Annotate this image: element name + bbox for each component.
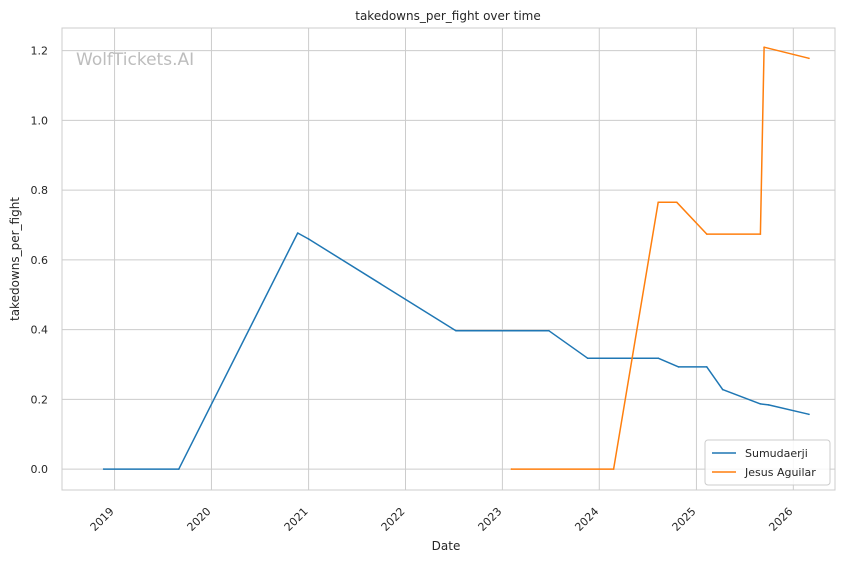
y-tick-label: 0.0: [31, 463, 49, 476]
x-axis-label: Date: [432, 539, 461, 553]
data-point-jesus-aguilar: [705, 233, 708, 235]
x-tick-label: 2021: [282, 505, 311, 534]
legend: Sumudaerji Jesus Aguilar: [704, 439, 831, 486]
y-tick-label: 0.4: [31, 324, 49, 337]
y-tick-label: 1.0: [31, 114, 49, 127]
data-point-jesus-aguilar: [612, 468, 615, 470]
plot-border: [61, 27, 836, 491]
data-point-jesus-aguilar: [657, 201, 660, 204]
y-tick-label: 0.6: [31, 254, 49, 267]
legend-label-sumudaerji: Sumudaerji: [745, 447, 808, 460]
x-tick-label: 2020: [185, 505, 214, 534]
series-layer: [102, 46, 810, 470]
watermark-text: WolfTickets.AI: [76, 50, 194, 70]
plot-area: [62, 28, 835, 490]
data-point-jesus-aguilar: [763, 46, 765, 48]
data-point-sumudaerji: [677, 366, 680, 368]
y-tick-label: 0.2: [31, 393, 49, 406]
data-point-jesus-aguilar: [808, 57, 810, 60]
x-tick-label: 2023: [476, 505, 505, 534]
x-axis-ticks: 2019 2020 2021 2022 2023 2024 2025 2026: [88, 505, 796, 534]
x-tick-label: 2022: [379, 505, 408, 534]
y-tick-label: 0.8: [31, 184, 49, 197]
data-point-jesus-aguilar: [675, 201, 678, 204]
data-point-sumudaerji: [808, 413, 810, 416]
legend-box: [704, 439, 831, 486]
y-axis-label: takedowns_per_fight: [8, 197, 22, 321]
data-point-sumudaerji: [102, 468, 105, 470]
data-point-sumudaerji: [767, 404, 770, 406]
x-tick-label: 2025: [670, 505, 699, 534]
data-point-jesus-aguilar: [759, 233, 762, 235]
data-point-sumudaerji: [759, 403, 762, 405]
chart-title: takedowns_per_fight over time: [355, 9, 541, 23]
y-tick-label: 1.2: [31, 45, 49, 58]
data-point-sumudaerji: [586, 357, 589, 359]
grid-lines: [62, 28, 835, 490]
data-point-jesus-aguilar: [510, 468, 513, 470]
data-point-sumudaerji: [296, 232, 299, 234]
series-line-jesus-aguilar: [511, 46, 810, 470]
data-point-sumudaerji: [307, 238, 310, 240]
data-point-sumudaerji: [548, 329, 550, 332]
data-point-sumudaerji: [721, 388, 724, 391]
x-tick-label: 2024: [572, 505, 601, 534]
x-tick-label: 2019: [88, 505, 117, 534]
data-point-sumudaerji: [177, 468, 180, 470]
legend-label-jesus-aguilar: Jesus Aguilar: [744, 466, 816, 479]
data-point-sumudaerji: [455, 329, 457, 332]
x-tick-label: 2026: [766, 505, 795, 534]
y-axis-ticks: 0.0 0.2 0.4 0.6 0.8 1.0 1.2: [31, 45, 49, 476]
data-point-sumudaerji: [657, 357, 660, 359]
series-line-sumudaerji: [103, 232, 810, 470]
data-point-sumudaerji: [705, 366, 708, 368]
